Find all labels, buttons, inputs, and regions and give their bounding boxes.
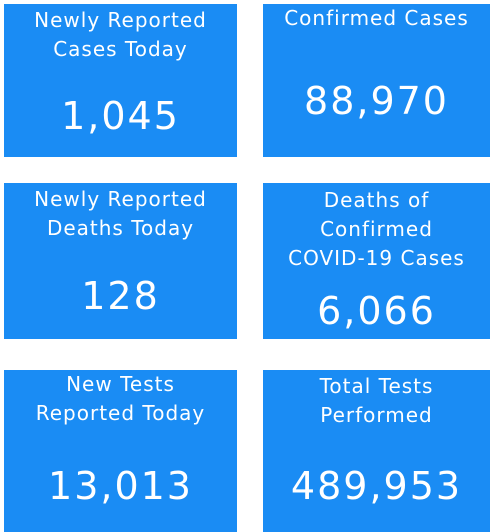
stat-tile: Newly Reported Cases Today 1,045 <box>4 4 237 157</box>
label-line: Reported Today <box>35 401 206 425</box>
tile-label: Confirmed Cases <box>263 4 490 33</box>
tile-label: Deaths of Confirmed COVID-19 Cases <box>263 186 490 273</box>
label-line: Total Tests <box>319 374 434 398</box>
tile-value: 6,066 <box>317 289 436 333</box>
tile-value: 128 <box>81 274 160 318</box>
label-line: Newly Reported <box>34 8 207 32</box>
stat-tile: Newly Reported Deaths Today 128 <box>4 183 237 339</box>
tile-label: Newly Reported Cases Today <box>4 6 237 64</box>
label-line: Confirmed Cases <box>284 6 469 30</box>
label-line: COVID-19 Cases <box>288 246 465 270</box>
tile-value: 13,013 <box>48 464 193 508</box>
label-line: New Tests <box>66 372 175 396</box>
stat-tile: Deaths of Confirmed COVID-19 Cases 6,066 <box>263 183 490 339</box>
tile-value: 1,045 <box>61 94 180 138</box>
label-line: Newly Reported <box>34 187 207 211</box>
label-line: Confirmed <box>320 217 433 241</box>
tile-value: 88,970 <box>304 79 449 123</box>
tile-label: New Tests Reported Today <box>4 370 237 428</box>
stat-tile: Total Tests Performed 489,953 <box>263 370 490 532</box>
stat-tile: Confirmed Cases 88,970 <box>263 4 490 157</box>
tile-value: 489,953 <box>290 464 463 508</box>
tile-label: Newly Reported Deaths Today <box>4 185 237 243</box>
label-line: Cases Today <box>53 37 188 61</box>
label-line: Performed <box>320 403 433 427</box>
stat-tile: New Tests Reported Today 13,013 <box>4 370 237 532</box>
tile-label: Total Tests Performed <box>263 372 490 430</box>
label-line: Deaths Today <box>46 216 195 240</box>
label-line: Deaths of <box>323 188 430 212</box>
